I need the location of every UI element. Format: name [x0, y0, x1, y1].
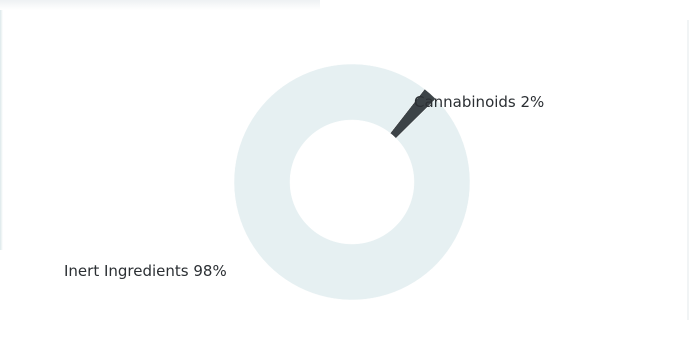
card-top-strip	[0, 0, 320, 10]
slices-layer	[233, 63, 471, 301]
labels-layer: Cannabinoids 2% Inert Ingredients 98%	[64, 93, 544, 280]
leader-line-cannabinoids	[397, 103, 427, 135]
card-left-edge	[0, 10, 3, 250]
donut-slice-inert-ingredients	[233, 63, 471, 301]
slice-label-cannabinoids: Cannabinoids 2%	[414, 93, 544, 111]
card-right-edge	[687, 20, 689, 320]
slice-label-inert: Inert Ingredients 98%	[64, 262, 227, 280]
